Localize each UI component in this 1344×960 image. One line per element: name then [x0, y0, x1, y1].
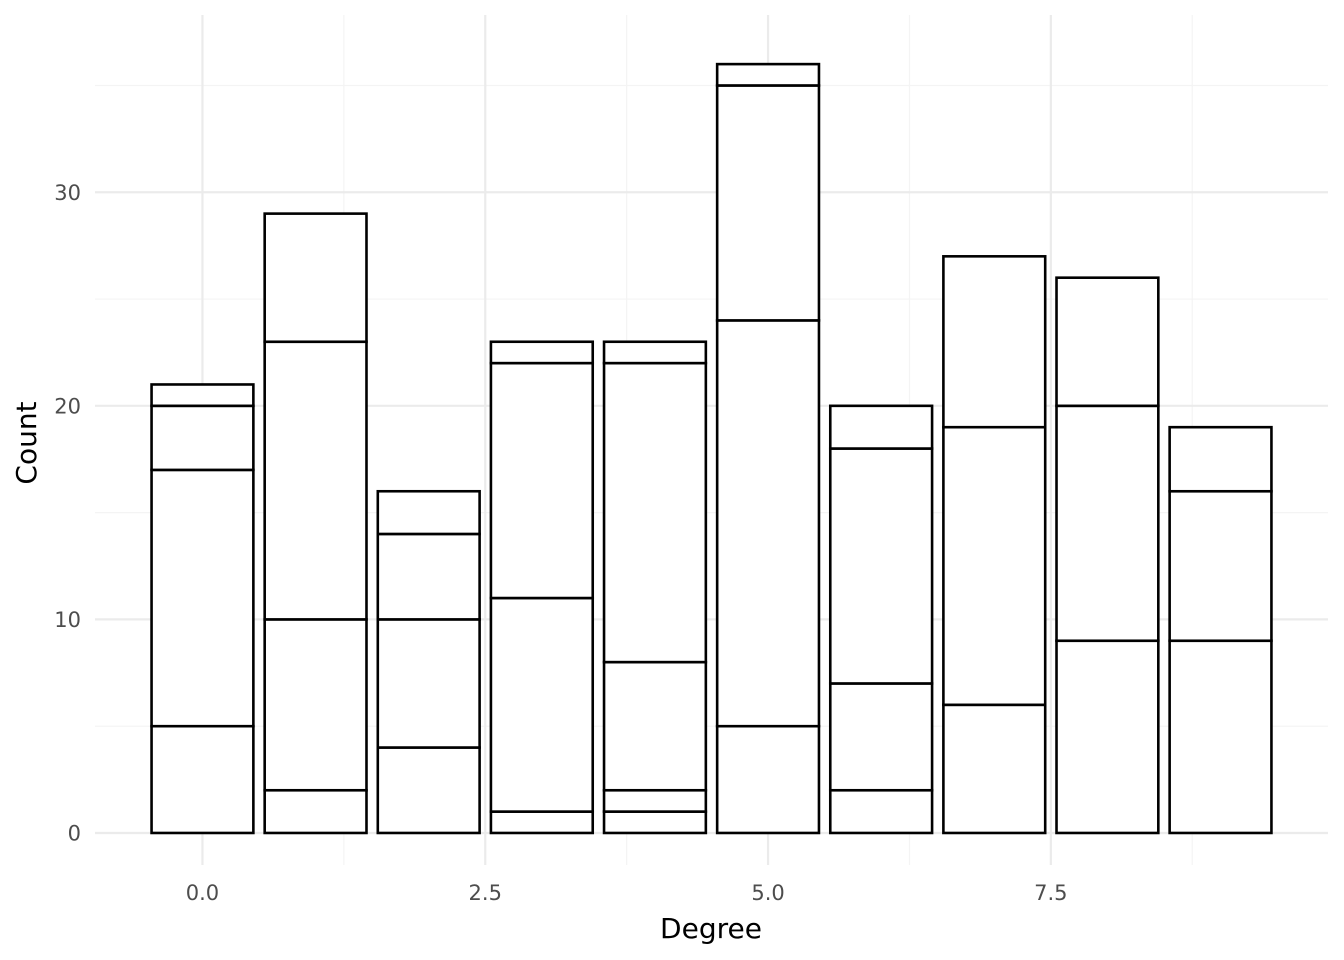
y-axis-title: Count [10, 401, 43, 484]
bar-segment-x7-s2 [942, 425, 1047, 707]
bar-segment-x6-s3 [828, 447, 934, 685]
bar-segment-x3-s3 [489, 361, 595, 600]
y-axis-ticks: 0 10 20 30 [54, 181, 81, 846]
bar-segment-x1-s2 [263, 618, 368, 792]
x-tick-label: 7.5 [1034, 881, 1067, 905]
bar-segment-x7-s3 [942, 255, 1047, 429]
y-tick-label: 30 [54, 181, 81, 205]
bar-segment-x2-s1 [376, 746, 481, 835]
bar-segment-x4-s3 [602, 660, 708, 792]
bar-segment-x6-s2 [828, 682, 934, 792]
bar-segment-x7-s1 [942, 703, 1047, 835]
bar-segment-x3-s1 [489, 810, 595, 835]
x-axis-title: Degree [660, 912, 762, 945]
bar-segment-x9-s3 [1168, 425, 1273, 493]
bar-segment-x0-s1 [150, 724, 255, 835]
bar-segment-x5-s2 [715, 319, 821, 728]
bar-segment-x6-s1 [828, 788, 934, 835]
bar-segment-x8-s3 [1055, 276, 1160, 408]
bar-segment-x2-s2 [376, 618, 481, 749]
bar-segment-x1-s4 [263, 212, 368, 344]
bar-segment-x4-s5 [602, 340, 708, 365]
bar-segment-x5-s4 [715, 62, 821, 87]
bar-segment-x4-s4 [602, 361, 708, 664]
bar-segment-x3-s2 [489, 596, 595, 813]
bar-segment-x5-s3 [715, 84, 821, 322]
y-tick-label: 10 [54, 608, 81, 632]
bar-segment-x4-s1 [602, 810, 708, 835]
y-tick-label: 20 [54, 394, 81, 418]
bar-segment-x0-s2 [150, 468, 255, 728]
bar-segment-x5-s1 [715, 724, 821, 835]
bar-segment-x1-s1 [263, 788, 368, 835]
bar-segment-x0-s3 [150, 404, 255, 472]
bar-segment-x6-s4 [828, 404, 934, 450]
y-tick-label: 0 [68, 821, 81, 845]
bar-segment-x2-s3 [376, 532, 481, 621]
bar-segment-x9-s2 [1168, 489, 1273, 643]
bar-segment-x8-s2 [1055, 404, 1160, 643]
bar-segment-x8-s1 [1055, 639, 1160, 835]
bar-segment-x3-s4 [489, 340, 595, 365]
x-tick-label: 0.0 [186, 881, 219, 905]
bar-segment-x0-s4 [150, 383, 255, 408]
bar-segment-x9-s1 [1168, 639, 1273, 835]
bar-segment-x4-s2 [602, 788, 708, 813]
x-tick-label: 5.0 [751, 881, 784, 905]
bars [150, 62, 1273, 835]
x-tick-label: 2.5 [469, 881, 502, 905]
bar-segment-x1-s3 [263, 340, 368, 621]
bar-segment-x2-s4 [376, 489, 481, 536]
x-axis-ticks: 0.0 2.5 5.0 7.5 [186, 881, 1068, 905]
